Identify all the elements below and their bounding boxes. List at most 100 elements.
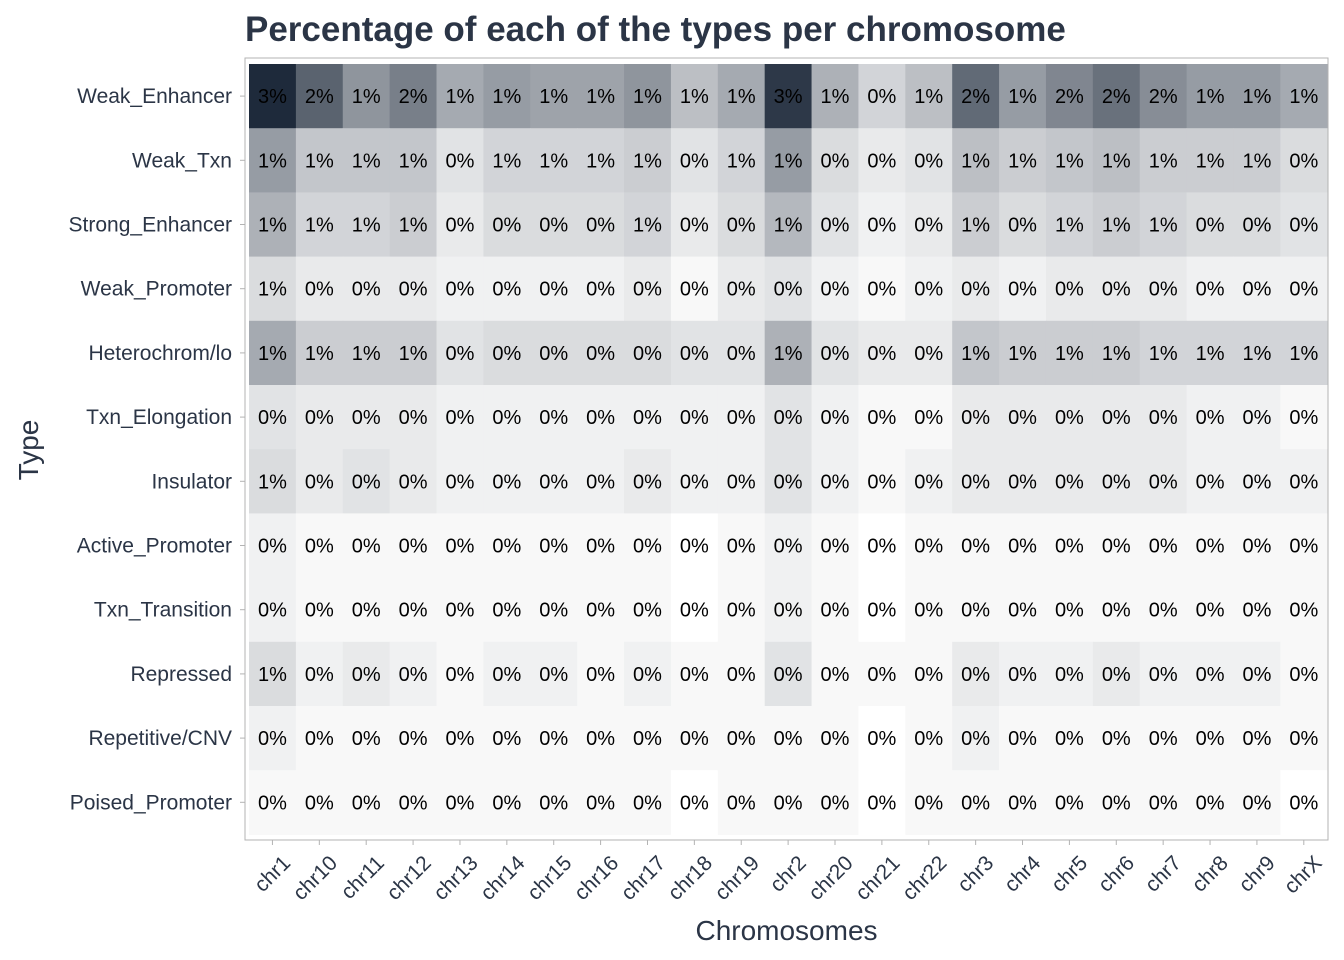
heatmap-cell	[389, 128, 438, 193]
cell-value-label: 0%	[539, 536, 568, 558]
heatmap-cell	[483, 641, 531, 707]
heatmap-cell	[999, 449, 1047, 514]
heatmap-cell	[577, 256, 625, 322]
heatmap-cell	[1092, 64, 1141, 129]
heatmap-cell	[1186, 449, 1234, 514]
heatmap-cell	[952, 320, 1000, 386]
heatmap-cells	[249, 64, 1328, 835]
cell-value-label: 0%	[821, 407, 850, 429]
heatmap-cell	[999, 385, 1047, 450]
heatmap-cell	[1092, 706, 1141, 771]
y-tick-label: Weak_Promoter	[81, 278, 232, 301]
cell-value-label: 0%	[914, 471, 943, 493]
heatmap-cell	[905, 64, 953, 129]
heatmap-cell	[905, 641, 953, 707]
heatmap-cell	[1186, 128, 1234, 193]
heatmap-cell	[342, 256, 391, 322]
cell-value-label: 0%	[352, 536, 381, 558]
heatmap-cell	[389, 577, 438, 643]
cell-value-label: 0%	[1149, 536, 1178, 558]
cell-value-label: 0%	[1008, 279, 1037, 301]
cell-value-label: 1%	[1008, 343, 1037, 365]
cell-value-label: 0%	[446, 215, 475, 237]
cell-value-label: 1%	[961, 150, 990, 172]
heatmap-cell	[764, 770, 813, 835]
cell-value-label: 2%	[961, 86, 990, 108]
heatmap-cell	[952, 385, 1000, 450]
heatmap-cell	[858, 770, 906, 835]
heatmap-cell	[1139, 256, 1188, 322]
heatmap-cell	[389, 192, 438, 258]
cell-value-label: 1%	[1102, 150, 1131, 172]
heatmap-cell	[577, 513, 625, 579]
heatmap-cell	[295, 706, 344, 771]
cell-value-label: 0%	[727, 728, 756, 750]
cell-value-label: 0%	[680, 343, 709, 365]
heatmap-cell	[717, 449, 766, 514]
cell-value-label: 0%	[1196, 536, 1225, 558]
heatmap-cell	[858, 449, 906, 514]
cell-value-label: 0%	[492, 600, 521, 622]
heatmap-cell	[249, 192, 297, 258]
cell-value-label: 0%	[867, 279, 896, 301]
cell-value-label: 0%	[305, 728, 334, 750]
heatmap-cell	[858, 192, 906, 258]
heatmap-cell	[764, 192, 813, 258]
y-axis-title: Type	[13, 420, 44, 481]
heatmap-cell	[530, 64, 578, 129]
heatmap-cell	[389, 449, 438, 514]
heatmap-cell	[670, 256, 719, 322]
heatmap-cell	[295, 385, 344, 450]
cell-value-label: 0%	[680, 279, 709, 301]
heatmap-cell	[670, 192, 719, 258]
cell-value-label: 1%	[1055, 343, 1084, 365]
x-tick-label: chr8	[1188, 851, 1233, 896]
cell-value-label: 0%	[1008, 471, 1037, 493]
heatmap-cell	[577, 320, 625, 386]
heatmap-cell	[858, 64, 906, 129]
heatmap-cell	[717, 641, 766, 707]
cell-value-label: 0%	[399, 792, 428, 814]
heatmap-cell	[249, 706, 297, 771]
cell-value-label: 1%	[352, 86, 381, 108]
cell-value-label: 0%	[586, 600, 615, 622]
heatmap-cell	[1233, 128, 1281, 193]
heatmap-cell	[530, 192, 578, 258]
heatmap-cell	[530, 385, 578, 450]
heatmap-cell	[436, 577, 484, 643]
heatmap-cell	[1280, 641, 1328, 707]
cell-value-label: 1%	[1196, 86, 1225, 108]
cell-value-label: 0%	[1289, 279, 1318, 301]
cell-value-label: 0%	[867, 471, 896, 493]
heatmap-cell	[1139, 641, 1188, 707]
cell-value-label: 1%	[258, 343, 287, 365]
cell-value-label: 0%	[727, 792, 756, 814]
cell-value-label: 0%	[633, 792, 662, 814]
heatmap-cell	[436, 320, 484, 386]
heatmap-cell	[1139, 128, 1188, 193]
heatmap-cell	[389, 256, 438, 322]
heatmap-cell	[858, 577, 906, 643]
heatmap-cell	[483, 513, 531, 579]
cell-value-label: 0%	[1102, 536, 1131, 558]
heatmap-cell	[624, 513, 672, 579]
cell-value-label: 0%	[399, 664, 428, 686]
heatmap-cell	[249, 513, 297, 579]
heatmap-cell	[624, 385, 672, 450]
x-tick-label: chrX	[1280, 851, 1327, 898]
cell-value-label: 1%	[1242, 343, 1271, 365]
cell-value-label: 0%	[680, 792, 709, 814]
cell-value-label: 0%	[492, 792, 521, 814]
heatmap-cell	[483, 192, 531, 258]
cell-value-label: 0%	[1289, 215, 1318, 237]
cell-value-label: 0%	[961, 279, 990, 301]
cell-value-label: 0%	[961, 407, 990, 429]
cell-value-label: 3%	[774, 86, 803, 108]
heatmap-cell	[811, 192, 859, 258]
heatmap-cell	[764, 577, 813, 643]
cell-value-label: 0%	[446, 343, 475, 365]
heatmap-cell	[1233, 256, 1281, 322]
heatmap-cell	[342, 706, 391, 771]
heatmap-cell	[905, 706, 953, 771]
